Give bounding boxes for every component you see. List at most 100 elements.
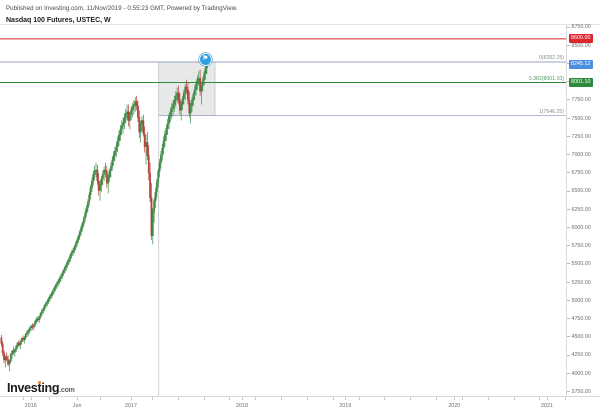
time-tick-label: 2016 <box>24 403 37 409</box>
candle-body <box>42 308 45 311</box>
time-tick-label: 2021 <box>541 403 553 409</box>
candle-body <box>107 177 110 184</box>
price-tick-mark <box>567 318 570 320</box>
price-tick-label: 4750.00 <box>571 315 591 322</box>
candle-body <box>9 353 12 362</box>
time-tick-label: 2017 <box>125 403 138 409</box>
candle-body <box>0 337 3 344</box>
chart-frame[interactable]: 0(8282.25) 0.382(8001.10) 1(7546.25) ⚑ 875… <box>0 23 600 397</box>
candle-body <box>116 140 119 147</box>
support-price-badge[interactable]: 8001.10 <box>569 78 593 87</box>
candle-body <box>92 174 95 182</box>
candle-body <box>162 140 165 149</box>
price-tick-label: 4250.00 <box>571 352 591 359</box>
candle-body <box>55 283 58 286</box>
candle-body <box>78 231 81 237</box>
price-tick-mark <box>567 99 570 101</box>
time-minor-tick <box>255 397 257 400</box>
candle-body <box>112 155 115 161</box>
candle-body <box>120 126 123 130</box>
candle-body <box>82 217 85 224</box>
candle-body <box>91 180 93 188</box>
candle-body <box>172 104 174 110</box>
candle-body <box>69 254 72 260</box>
candle-body <box>27 330 30 333</box>
price-tick-mark <box>567 26 570 28</box>
price-axis[interactable]: 8750.008500.008250.008000.007750.007500.… <box>566 23 600 397</box>
candle-body <box>158 162 161 172</box>
price-plot-area[interactable] <box>0 25 566 396</box>
candlestick-canvas <box>0 38 566 396</box>
fib-level-0: 0(8282.25) <box>538 55 564 61</box>
logo-dot-icon <box>37 380 41 384</box>
price-tick-label: 7500.00 <box>571 115 591 122</box>
candle-body <box>118 134 120 142</box>
candle-body <box>58 278 61 282</box>
candle-body <box>192 94 195 101</box>
candle-body <box>161 147 164 156</box>
price-tick-label: 7750.00 <box>571 97 591 104</box>
fib-level-0382: 0.382(8001.10) <box>528 75 564 82</box>
time-minor-tick <box>281 397 283 400</box>
candle-body <box>15 345 18 350</box>
candle-body <box>103 169 106 175</box>
candle-body <box>84 212 87 219</box>
price-tick: 8750.00 <box>567 23 600 32</box>
candle-body <box>39 313 42 317</box>
published-line: Published on Investing.com, 11/Nov/2019 … <box>6 5 238 12</box>
candle-body <box>124 112 127 118</box>
candle-body <box>131 107 134 111</box>
candle-body <box>100 178 103 185</box>
idea-marker[interactable]: ⚑ <box>198 52 212 66</box>
candle-body <box>47 298 50 302</box>
price-tick: 8500.00 <box>567 42 600 51</box>
candle-body <box>109 166 112 171</box>
time-tick-mark <box>345 397 347 400</box>
price-tick-mark <box>567 226 570 228</box>
candle-body <box>203 73 206 80</box>
candle-body <box>65 264 68 268</box>
candle-body <box>49 295 51 299</box>
candle-body <box>50 293 53 296</box>
candle-body <box>13 349 16 353</box>
price-tick-label: 6000.00 <box>571 224 591 231</box>
candle-body <box>96 169 99 182</box>
candle-body <box>72 250 74 253</box>
price-tick-mark <box>567 354 570 356</box>
current-price-badge[interactable]: 8245.12 <box>569 60 593 70</box>
price-tick-mark <box>567 154 570 156</box>
resistance-price-badge[interactable]: 8600.00 <box>569 34 593 44</box>
price-tick-mark <box>567 281 570 283</box>
price-tick: 3750.00 <box>567 388 600 397</box>
candle-body <box>26 332 28 335</box>
candle-body <box>24 333 27 338</box>
candle-body <box>165 128 168 135</box>
candle-body <box>157 171 160 182</box>
candle-body <box>41 310 43 314</box>
price-tick: 7750.00 <box>567 96 600 105</box>
candle-body <box>43 305 46 309</box>
candle-body <box>135 101 138 107</box>
candle-body <box>149 172 151 198</box>
time-minor-tick <box>436 397 438 400</box>
time-minor-tick <box>229 397 231 400</box>
candle-body <box>19 341 22 346</box>
candle-body <box>61 272 64 277</box>
time-minor-tick <box>332 397 334 400</box>
candle-body <box>183 92 185 99</box>
candle-body <box>8 360 11 365</box>
price-tick: 6250.00 <box>567 206 600 215</box>
candle-body <box>5 356 8 360</box>
time-minor-tick <box>487 397 489 400</box>
candle-body <box>204 67 207 75</box>
price-tick-mark <box>567 117 570 119</box>
candle-body <box>119 129 122 136</box>
candle-body <box>32 324 35 328</box>
time-minor-tick <box>461 397 463 400</box>
candle-body <box>174 95 177 101</box>
candle-body <box>104 169 107 172</box>
price-tick: 5000.00 <box>567 297 600 306</box>
time-axis[interactable]: 2016 Jun 2017 2018 2019 2020 2021 <box>0 396 600 419</box>
price-tick: 7000.00 <box>567 151 600 160</box>
price-tick: 4000.00 <box>567 370 600 379</box>
